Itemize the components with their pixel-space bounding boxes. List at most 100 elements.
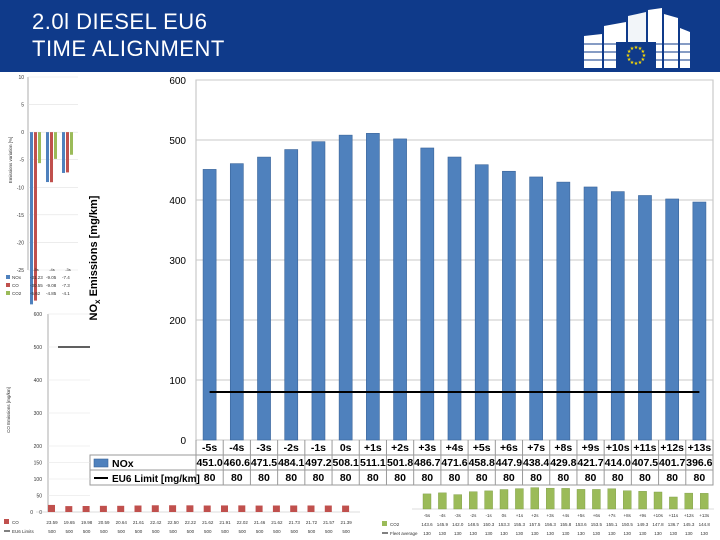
bottom-right-co2-bar [469,491,478,510]
legend-label-nox: NOx [112,458,134,470]
limit-data-label: 80 [530,472,542,484]
left-upper-column-label: -5s [33,267,39,272]
bottom-left-value: 19.65 [64,520,76,525]
bottom-right-category: +5s [577,513,585,518]
bottom-left-co-bar [221,505,228,512]
x-category-label: -5s [202,442,217,454]
eu-flag-stars: ★★★★★★★★★ ★ ★★ [626,45,647,67]
limit-data-label: 80 [503,472,515,484]
left-upper-bar [30,132,33,305]
bottom-right-legend-label: CO2 [390,522,400,527]
nox-data-label: 458.8 [469,457,495,469]
nox-bar [610,191,625,441]
bottom-right-value: 155.8 [560,522,572,527]
bottom-right-category: 0s [502,513,508,518]
flag-star-icon: ★ [634,61,639,67]
left-upper-value: -4.85 [46,291,57,296]
bottom-left-value: 500 [256,529,264,534]
left-upper-legend-key [6,283,10,287]
bottom-left-co-bar [342,505,350,512]
left-lower-tick: 600 [34,312,43,318]
bottom-left-co-bar [65,506,73,512]
bottom-right-co2-bar [561,488,570,510]
left-upper-bar [70,132,73,155]
bottom-right-co2-bar [422,493,432,510]
bottom-left-value: 22.22 [185,520,197,525]
bottom-left-value: 20.59 [98,520,110,525]
left-upper-ylabel: Emissions variation [%] [8,137,13,184]
x-category-label: +7s [527,442,545,454]
nox-bar [257,156,271,441]
bottom-left-value: 23.59 [46,520,58,525]
bottom-left-value: 500 [135,529,143,534]
bottom-left-co-bar [134,505,142,512]
nox-data-label: 401.7 [659,457,685,469]
bottom-right-co2-bar [484,490,493,510]
bottom-left-value: 19.98 [81,520,93,525]
nox-bar [366,133,380,441]
nox-bar [229,163,244,441]
bottom-left-value: 500 [66,529,74,534]
bottom-left-co-bar [324,505,332,512]
bottom-right-category: +10s [653,513,664,518]
limit-data-label: 80 [476,472,488,484]
left-upper-value: -31.23 [30,275,43,280]
bottom-left-value: 21.61 [133,520,145,525]
bottom-left-co-bar [203,505,211,512]
y-tick-label: 500 [169,136,186,147]
european-commission-logo-icon: ★★★★★★★★★ ★ ★★ [584,8,690,68]
nox-data-label: 447.9 [496,457,522,469]
bottom-left-co-bar [290,505,298,512]
nox-data-label: 497.2 [305,457,331,469]
bottom-left-value: 500 [273,529,281,534]
limit-data-label: 80 [367,472,379,484]
left-lower-tick: 100 [34,477,43,483]
bottom-right-value: 145.3 [683,522,695,527]
bottom-right-value: 130 [577,531,585,536]
nox-data-label: 414.0 [605,457,631,469]
bottom-right-value: 157.5 [529,522,541,527]
bottom-right-category: +8s [624,513,632,518]
y-tick-label: 600 [169,76,186,87]
left-upper-value: -7.3 [62,283,70,288]
nox-data-label: 396.6 [686,457,712,469]
left-lower-tick: 300 [34,411,43,417]
nox-data-label: 429.8 [550,457,576,469]
bottom-right-value: 130 [500,531,508,536]
bottom-left-value: 22.02 [237,520,249,525]
bottom-right-value: 130 [546,531,554,536]
bottom-left-value: 21.57 [323,520,335,525]
bottom-right-value: 130 [562,531,570,536]
x-category-label: +10s [606,442,630,454]
x-category-label: +11s [633,442,656,454]
bottom-right-co2-bar [576,489,586,510]
limit-data-label: 80 [612,472,624,484]
bottom-right-co2-bar [653,491,663,510]
bottom-left-value: 500 [169,529,177,534]
x-category-label: +6s [500,442,518,454]
flag-star-icon: ★ [627,49,632,55]
left-lower-tick: 200 [34,444,43,450]
nox-bar [556,181,571,441]
bottom-left-co-bar [117,505,125,512]
nox-data-label: 407.5 [632,457,658,469]
x-category-label: +3s [418,442,436,454]
bottom-left-y-tick: 0 [30,510,33,516]
x-category-label: -1s [311,442,326,454]
left-upper-value: -5.62 [30,291,41,296]
bottom-left-value: 21.73 [289,520,301,525]
bottom-right-category: -4s [439,513,446,518]
nox-data-label: 421.7 [577,457,603,469]
bottom-left-value: 500 [204,529,212,534]
bottom-left-value: 500 [83,529,91,534]
bottom-right-value: 130 [531,531,539,536]
flag-star-icon: ★ [641,57,646,63]
left-upper-column-label: -4s [49,267,55,272]
x-category-label: +2s [391,442,409,454]
bottom-right-value: 130 [516,531,524,536]
left-upper-value: -9.08 [46,283,57,288]
bottom-right-co2-bar [515,488,524,510]
bottom-right-value: 150.5 [622,522,634,527]
bottom-left-value: 500 [152,529,160,534]
nox-data-label: 508.1 [333,457,359,469]
